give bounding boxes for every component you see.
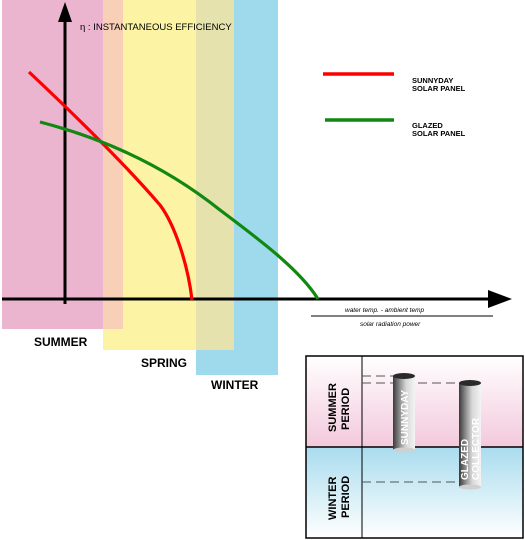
legend-sunnyday-line2: SOLAR PANEL [412,84,466,93]
x-axis-label-bottom: solar radiation power [360,321,421,328]
x-axis-arrow [488,290,512,308]
season-bands [2,0,278,375]
spring-label: SPRING [141,356,187,370]
summer-label: SUMMER [34,335,88,349]
glazed-cylinder-label-2: COLLECTOR [471,417,482,480]
legend-glazed-line1: GLAZED [412,121,443,130]
inset-winter-bg [306,447,523,538]
legend: SUNNYDAY SOLAR PANEL GLAZED SOLAR PANEL [323,72,466,138]
period-inset: SUNNYDAY GLAZED COLLECTOR SUMMER PERIOD … [305,355,524,539]
summer-period-label-2: PERIOD [340,388,352,430]
winter-period-label-2: PERIOD [340,476,352,518]
axes [2,2,512,317]
glazed-efficiency-curve [39,120,320,300]
spring-winter-overlap [196,0,234,350]
glazed-collector-cylinder [459,380,481,490]
winter-period-label-1: WINTER [327,477,339,520]
summer-spring-overlap [103,0,123,329]
y-axis-label: η : INSTANTANEOUS EFFICIENCY [80,22,232,33]
sunnyday-cylinder [393,373,415,453]
legend-sunnyday-line1: SUNNYDAY [412,76,453,85]
x-axis-label-top: water temp. - ambient temp [345,307,424,314]
glazed-cylinder-label-1: GLAZED [460,439,471,480]
sunnyday-cylinder-label: SUNNYDAY [400,389,411,445]
sunnyday-efficiency-curve [27,70,194,301]
summer-band [2,0,123,329]
legend-glazed-line2: SOLAR PANEL [412,129,466,138]
y-axis-arrow [58,2,72,22]
winter-label: WINTER [211,378,259,392]
summer-period-label-1: SUMMER [327,383,339,432]
